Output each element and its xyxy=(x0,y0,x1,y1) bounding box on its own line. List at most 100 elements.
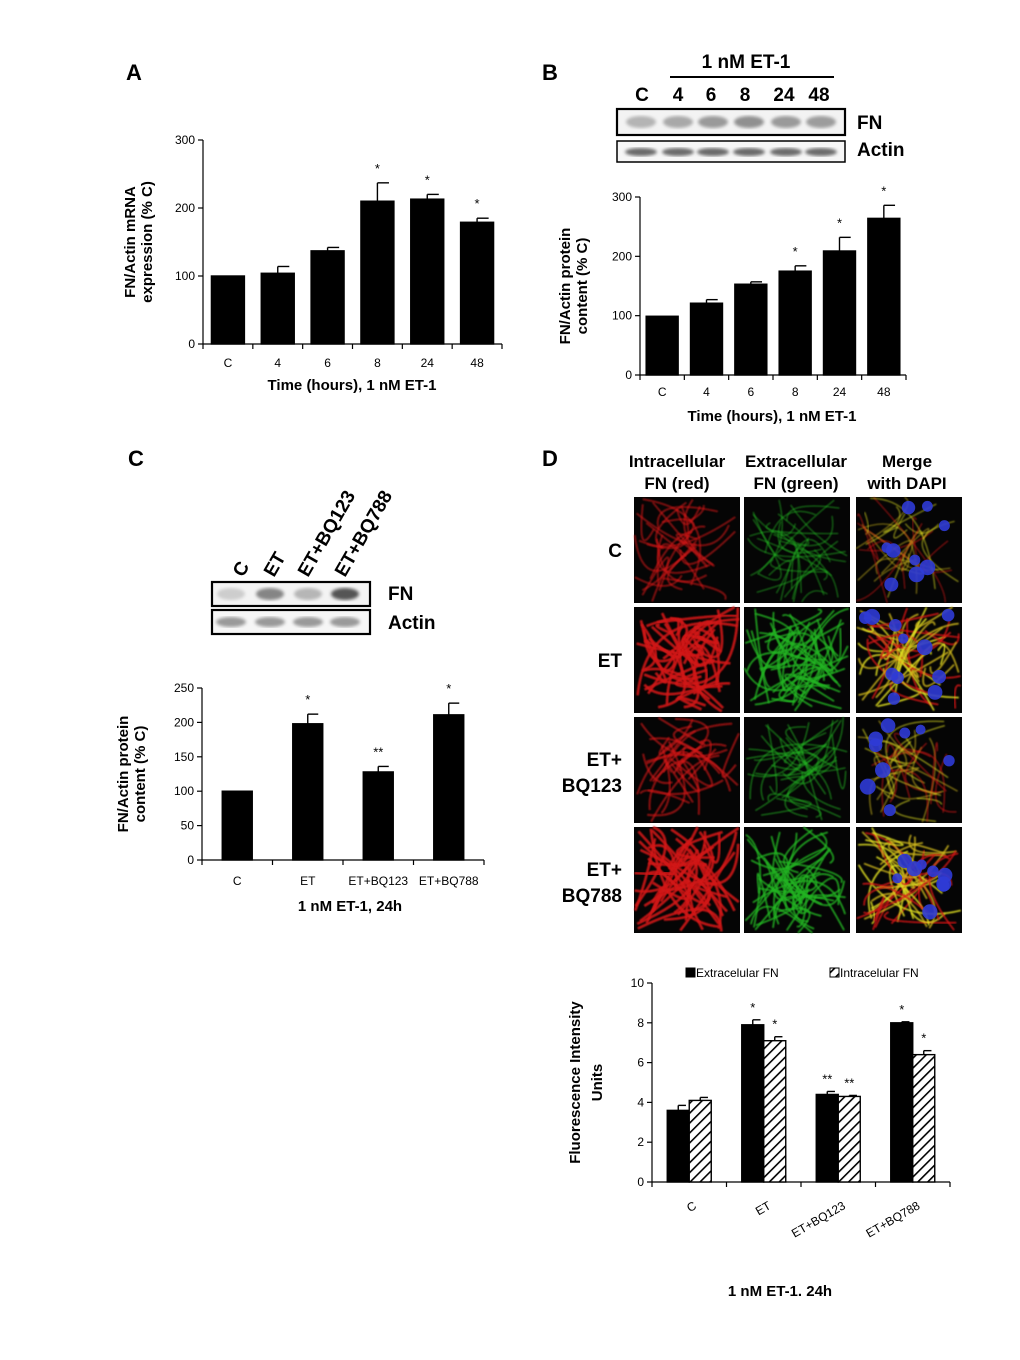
fn-band xyxy=(294,588,322,600)
micrograph-image xyxy=(856,717,962,823)
fiber xyxy=(916,797,943,805)
fiber xyxy=(649,737,721,775)
fiber xyxy=(761,799,812,816)
fn-band xyxy=(626,116,656,128)
x-axis-title-c: 1 nM ET-1, 24h xyxy=(298,898,402,915)
fiber xyxy=(756,872,771,919)
fn-band xyxy=(256,588,284,600)
dapi-nucleus xyxy=(922,904,938,920)
fiber xyxy=(797,874,845,931)
y-axis-title-a: FN/Actin mRNA xyxy=(122,186,139,298)
blot-c-fn-label: FN xyxy=(388,584,413,605)
y-tick-label-d: 0 xyxy=(637,1175,644,1189)
fiber xyxy=(651,501,708,567)
fiber xyxy=(762,832,828,877)
x-tick-label-b: 8 xyxy=(792,385,799,399)
y-tick-label-b: 300 xyxy=(612,190,632,204)
y-axis-title-a: expression (% C) xyxy=(139,181,156,303)
fiber xyxy=(765,522,839,535)
fiber xyxy=(893,880,930,926)
fiber xyxy=(809,631,838,684)
y-tick-label-a: 100 xyxy=(175,269,195,283)
fiber xyxy=(658,830,715,893)
fiber xyxy=(674,717,709,766)
micrograph-image xyxy=(633,826,740,933)
dapi-nucleus xyxy=(922,500,933,512)
fiber xyxy=(953,684,962,709)
bar-a xyxy=(310,250,345,345)
fiber xyxy=(861,622,959,701)
fiber xyxy=(866,638,931,695)
fiber xyxy=(871,750,945,813)
fiber xyxy=(636,512,730,547)
fiber xyxy=(780,515,834,547)
legend-label-d: Extracelular FN xyxy=(696,966,779,980)
x-tick-label-a: 24 xyxy=(421,356,435,370)
blot-lane-label: 6 xyxy=(706,85,717,106)
bar-c xyxy=(292,723,324,861)
fiber xyxy=(857,540,914,581)
micrograph-row-label: C xyxy=(608,541,622,562)
fiber xyxy=(801,590,828,603)
micrograph-column-header: Extracellular xyxy=(745,452,847,471)
fiber xyxy=(796,876,809,928)
fiber xyxy=(675,505,701,526)
fiber xyxy=(767,622,845,654)
fiber xyxy=(744,608,823,644)
fiber xyxy=(767,793,841,818)
fiber xyxy=(885,838,928,900)
fiber xyxy=(636,837,698,926)
y-tick-label-d: 8 xyxy=(637,1016,644,1030)
fiber xyxy=(873,755,958,792)
fiber xyxy=(784,568,839,598)
fiber xyxy=(765,724,801,770)
micrograph-column-header: FN (red) xyxy=(644,474,709,493)
x-tick-label-d: C xyxy=(684,1198,699,1215)
bar-d-s1 xyxy=(688,1099,712,1183)
bar-d-s0 xyxy=(815,1093,839,1183)
fiber xyxy=(753,744,827,761)
fiber xyxy=(776,797,822,818)
fiber xyxy=(683,649,700,709)
fiber xyxy=(638,506,690,549)
fiber xyxy=(778,532,846,563)
fiber xyxy=(861,625,874,633)
micrograph-image xyxy=(634,716,740,823)
dapi-nucleus xyxy=(868,738,883,753)
actin-band xyxy=(770,148,802,156)
x-axis-title-a: Time (hours), 1 nM ET-1 xyxy=(268,377,437,394)
fiber xyxy=(657,716,706,746)
significance-label-d: ** xyxy=(844,1075,854,1090)
fiber xyxy=(924,630,960,646)
fiber xyxy=(784,764,821,818)
fiber xyxy=(650,754,720,823)
fiber xyxy=(871,612,939,628)
actin-band xyxy=(255,617,285,627)
bar-a xyxy=(360,200,395,345)
micrograph-row-label: BQ123 xyxy=(562,776,622,797)
fiber xyxy=(930,742,939,805)
significance-label-c: * xyxy=(305,692,310,707)
fiber xyxy=(785,724,804,756)
western-blot-b: 1 nM ET-1 C 4 6 8 24 48 FN Actin xyxy=(615,52,905,163)
dapi-nucleus xyxy=(938,520,950,532)
panel-letter-d: D xyxy=(542,446,558,471)
fiber xyxy=(827,627,842,661)
fiber xyxy=(656,543,705,590)
bar-d-s0 xyxy=(741,1024,765,1183)
legend-swatch-d xyxy=(829,967,840,978)
dapi-nucleus xyxy=(886,543,901,558)
fiber xyxy=(636,722,733,795)
dapi-nucleus xyxy=(927,685,943,700)
fn-band xyxy=(331,588,359,600)
x-tick-label-c: ET+BQ788 xyxy=(419,874,479,888)
fiber xyxy=(865,506,901,545)
panel-letter-c: C xyxy=(128,446,144,471)
fiber xyxy=(857,626,944,669)
fiber xyxy=(650,625,699,667)
x-axis-title-d: 1 nM ET-1. 24h xyxy=(728,1283,832,1300)
fiber xyxy=(757,499,835,575)
x-tick-label-c: C xyxy=(233,874,242,888)
